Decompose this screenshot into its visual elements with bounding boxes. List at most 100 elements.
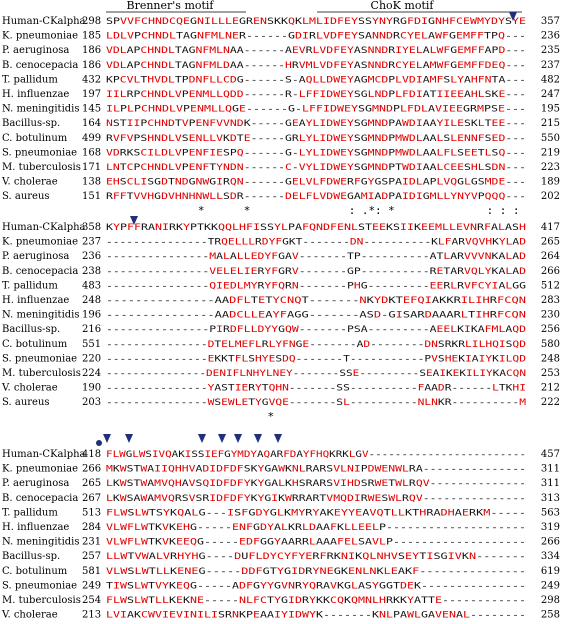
- end-position: 580: [541, 339, 560, 350]
- consensus-line: *: [106, 410, 526, 423]
- sequence: LNTCPCHNDLVPENFTYNDN------C-VYLIDWEYSGMN…: [106, 162, 526, 173]
- end-position: 319: [541, 522, 560, 533]
- sequence: RFFTVVHGDVHNHNWLLSDR------DELFLVDWEGAMIA…: [106, 191, 526, 202]
- sequence: NSTIIPCHNDTVPENFVVNDK-----GEAYLIDWEYSGMN…: [106, 118, 526, 129]
- species-label: M. tuberculosis: [2, 595, 81, 606]
- species-label: B. cenocepacia: [2, 266, 78, 277]
- species-label: B. cenocepacia: [2, 60, 78, 71]
- triangle-marker: [130, 216, 138, 225]
- start-position: 254: [82, 595, 101, 606]
- sequence: KPCVLTHVDLTPDNFLLCDG------S-AQLLDWEYAGMC…: [106, 74, 526, 85]
- species-label: S. pneumoniae: [2, 353, 77, 364]
- sequence: ---------------QIEDLMYRYFQRN-------PHG--…: [106, 280, 526, 291]
- species-label: S. aureus: [2, 397, 50, 408]
- sequence: EHSCLISGDTNDGNWGIRQN------GELVLFDWERFGYG…: [106, 177, 526, 188]
- sequence: ---------------EKKTFLSHYESDQ-------T----…: [106, 353, 526, 364]
- sequence: ---------------WSEWLETYGVQE-------SL----…: [106, 397, 527, 408]
- start-position: 164: [82, 118, 101, 129]
- species-label: Human-CKalpha: [2, 449, 86, 460]
- species-label: H. influenzae: [2, 522, 69, 533]
- start-position: 358: [82, 222, 101, 233]
- sequence: SPVVFCHNDCQEGNILLLEGRENSKKQKLMLIDFEYSSYN…: [106, 16, 526, 27]
- start-position: 298: [82, 16, 101, 27]
- species-label: T. pallidum: [2, 507, 58, 518]
- species-label: Bacillus-sp.: [2, 324, 60, 335]
- start-position: 186: [82, 60, 101, 71]
- start-position: 216: [82, 324, 101, 335]
- start-position: 266: [82, 464, 101, 475]
- end-position: 619: [541, 566, 560, 577]
- end-position: 253: [541, 368, 560, 379]
- start-position: 196: [82, 310, 101, 321]
- species-label: C. botulinum: [2, 339, 68, 350]
- species-label: Bacillus-sp.: [2, 118, 60, 129]
- start-position: 483: [82, 280, 101, 291]
- end-position: 266: [541, 537, 560, 548]
- species-label: S. pneumoniae: [2, 580, 77, 591]
- sequence: VDRKSCILDLVPENFIESPQ------G-LYLIDWEYSGMN…: [106, 147, 526, 158]
- end-position: 283: [541, 295, 560, 306]
- start-position: 168: [82, 147, 101, 158]
- end-position: 237: [541, 60, 560, 71]
- sequence: RVFVPSHNDLVSENLLVKDTE-----GRLYLIDWEYSGMN…: [106, 133, 526, 144]
- species-label: C. botulinum: [2, 133, 68, 144]
- start-position: 499: [82, 133, 101, 144]
- start-position: 185: [82, 31, 101, 42]
- sequence: ---------------YASTIERYTQHN-------SS----…: [106, 383, 526, 394]
- species-label: P. aeruginosa: [2, 251, 69, 262]
- start-position: 151: [82, 191, 101, 202]
- start-position: 267: [82, 493, 101, 504]
- start-position: 171: [82, 162, 101, 173]
- species-label: M. tuberculosis: [2, 162, 81, 173]
- sequence: TIWSLWTVYKEQG-----ADFGYYGVNRYQRAVKGLASYG…: [106, 580, 526, 591]
- start-position: 197: [82, 89, 101, 100]
- sequence: VLWFLWTKVKEHG-----ENFGDYALKRLDAAFKLLEELP…: [106, 522, 526, 533]
- sequence: VLWFLWTKVKEEQG-----EDFGGYAARRLAAAFELSAVL…: [106, 537, 526, 548]
- species-label: S. aureus: [2, 191, 50, 202]
- sequence: MKWSTWAIIQHHVADIDFDFSKYGAWKNLRARSVLNIPDW…: [106, 464, 526, 475]
- species-label: Bacillus-sp.: [2, 551, 60, 562]
- sequence: ---------------PIRDFLLDYYGQW-------PSA--…: [106, 324, 526, 335]
- end-position: 235: [541, 45, 560, 56]
- end-position: 334: [541, 551, 560, 562]
- circle-marker: [96, 440, 102, 446]
- start-position: 203: [82, 397, 101, 408]
- species-label: Human-CKalpha: [2, 222, 86, 233]
- end-position: 482: [541, 74, 560, 85]
- sequence: LKWSTWAMVQHAVSQIDFDFYKYGALKHSRARSVIHDSRW…: [106, 478, 526, 489]
- start-position: 213: [82, 610, 101, 621]
- start-position: 237: [82, 237, 101, 248]
- brenner-motif-label: Brenner's motif: [126, 0, 214, 12]
- sequence: LKWSAWAMVQRSVSRIDFDFYKYGIKWRRARTVMQDIRWE…: [106, 493, 526, 504]
- end-position: 256: [541, 324, 560, 335]
- start-position: 231: [82, 537, 101, 548]
- species-label: C. botulinum: [2, 566, 68, 577]
- sequence: LDLVPCHNDLTAGNFMLNER------GDIRLVDFEYSANN…: [106, 31, 526, 42]
- triangle-marker: [198, 434, 206, 443]
- sequence: FLWSLWTLLKEKNE-----NLFCTYGIDRYKKCQKQMNLH…: [106, 595, 526, 606]
- triangle-marker: [509, 12, 517, 21]
- end-position: 212: [541, 383, 560, 394]
- species-label: N. meningitidis: [2, 537, 80, 548]
- end-position: 249: [541, 580, 560, 591]
- end-position: 219: [541, 147, 560, 158]
- species-label: V. cholerae: [1, 383, 58, 394]
- triangle-marker: [274, 434, 282, 443]
- alignment-blocks: Human-CKalpha 298 SPVVFCHNDCQEGNILLLEGRENS…: [1, 16, 560, 621]
- end-position: 189: [541, 177, 560, 188]
- end-position: 512: [541, 280, 560, 291]
- sequence: ---------------VELELIERYFGRV-------GP---…: [106, 266, 526, 277]
- sequence: IILRPCHNDLVPENMLLQDD------R-LFFIDWEYSGLN…: [106, 89, 526, 100]
- start-position: 581: [82, 566, 101, 577]
- start-position: 220: [82, 353, 101, 364]
- species-label: S. pneumoniae: [2, 147, 77, 158]
- species-label: T. pallidum: [2, 280, 58, 291]
- triangle-marker: [103, 434, 111, 443]
- species-label: V. cholerae: [1, 177, 58, 188]
- species-label: N. meningitidis: [2, 104, 80, 115]
- species-label: T. pallidum: [2, 74, 58, 85]
- start-position: 248: [82, 295, 101, 306]
